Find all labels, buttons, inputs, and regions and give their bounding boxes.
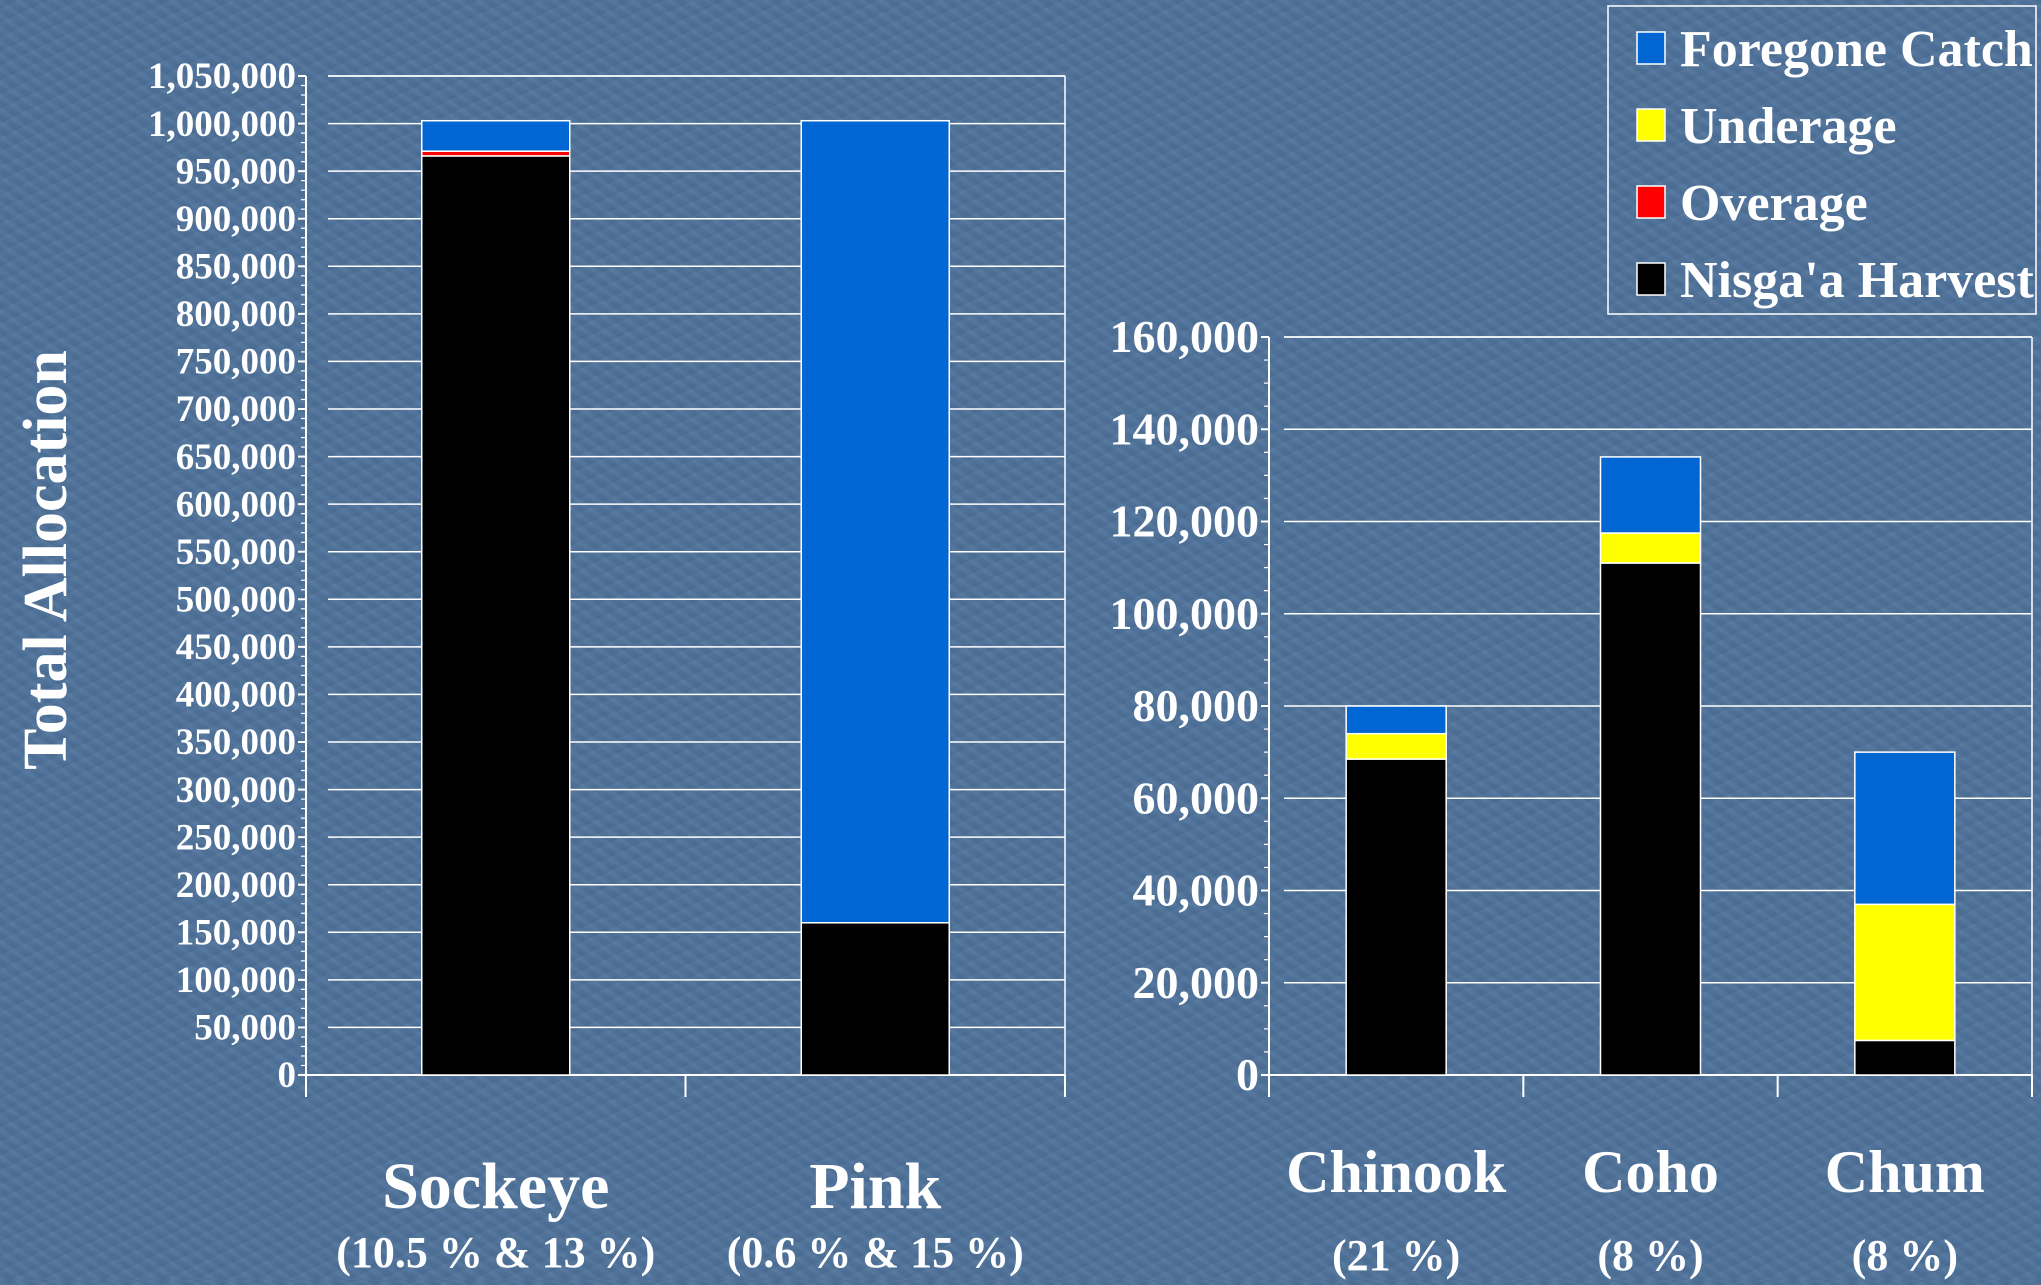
y-axis-label: Total Allocation bbox=[12, 350, 80, 770]
y-tick-label: 400,000 bbox=[176, 675, 296, 716]
category-label-chum: Chum bbox=[1825, 1139, 1985, 1205]
y-tick-label: 160,000 bbox=[1110, 311, 1260, 362]
y-tick-label: 900,000 bbox=[176, 199, 296, 240]
y-tick-label: 1,050,000 bbox=[148, 56, 296, 97]
bar-chinook-foregone-catch bbox=[1345, 705, 1447, 735]
y-tick-label: 250,000 bbox=[176, 817, 296, 858]
bar-sockeye-foregone-catch bbox=[421, 119, 571, 152]
y-tick-label: 350,000 bbox=[176, 722, 296, 763]
y-tick-label: 0 bbox=[278, 1055, 297, 1096]
legend-swatch-foregone-catch bbox=[1636, 31, 1666, 65]
bar-chum-underage bbox=[1854, 903, 1956, 1042]
chart-1: 0 50,000 100,000 150,000 200,000 250,000 300,0… bbox=[148, 56, 1066, 1277]
bar-coho-underage bbox=[1599, 532, 1702, 564]
category-label-coho: Coho bbox=[1582, 1139, 1719, 1205]
y-tick-label: 100,000 bbox=[176, 960, 296, 1001]
category-label-pink: Pink bbox=[809, 1150, 941, 1223]
bar-coho-nisga-a-harvest bbox=[1599, 562, 1702, 1076]
bar-chum-nisga-a-harvest bbox=[1854, 1039, 1956, 1076]
legend: Foregone Catch Underage Overage Nisga'a Har… bbox=[1607, 5, 2037, 315]
bar-chinook-nisga-a-harvest bbox=[1345, 758, 1447, 1076]
y-tick-label: 50,000 bbox=[194, 1008, 296, 1049]
category-note-coho: (8 %) bbox=[1597, 1231, 1703, 1280]
y-tick-label: 850,000 bbox=[176, 246, 296, 287]
y-tick-label: 20,000 bbox=[1133, 957, 1260, 1008]
y-tick-label: 1,000,000 bbox=[148, 104, 296, 145]
category-label-sockeye: Sockeye bbox=[382, 1150, 609, 1223]
bar-coho-foregone-catch bbox=[1599, 456, 1702, 534]
y-tick-label: 800,000 bbox=[176, 294, 296, 335]
bar-chinook-underage bbox=[1345, 732, 1447, 760]
y-tick-label: 40,000 bbox=[1133, 865, 1260, 916]
y-tick-label: 700,000 bbox=[176, 389, 296, 430]
bar-chum-foregone-catch bbox=[1854, 751, 1956, 906]
y-tick-label: 140,000 bbox=[1110, 403, 1260, 454]
y-tick-label: 650,000 bbox=[176, 437, 296, 478]
y-tick-label: 100,000 bbox=[1110, 588, 1260, 639]
category-note-sockeye: (10.5 % & 13 %) bbox=[336, 1228, 655, 1277]
legend-swatch-underage bbox=[1636, 108, 1666, 142]
legend-box bbox=[1607, 5, 2037, 315]
bar-sockeye-nisga-a-harvest bbox=[421, 155, 571, 1076]
y-tick-label: 120,000 bbox=[1110, 496, 1260, 547]
legend-swatch-nisga-a-harvest bbox=[1636, 262, 1666, 296]
legend-label-foregone-catch: Foregone Catch bbox=[1680, 21, 2033, 78]
y-tick-label: 200,000 bbox=[176, 865, 296, 906]
category-note-pink: (0.6 % & 15 %) bbox=[727, 1228, 1024, 1277]
y-tick-label: 150,000 bbox=[176, 912, 296, 953]
legend-label-overage: Overage bbox=[1680, 175, 1868, 232]
chart-2: 0 20,000 40,000 60,000 80,000 100,000 120,000 1… bbox=[1110, 311, 2033, 1280]
category-label-chinook: Chinook bbox=[1286, 1139, 1507, 1205]
y-tick-label: 750,000 bbox=[176, 342, 296, 383]
y-tick-label: 80,000 bbox=[1133, 680, 1260, 731]
y-tick-label: 450,000 bbox=[176, 627, 296, 668]
legend-swatch-overage bbox=[1636, 185, 1666, 219]
y-tick-label: 600,000 bbox=[176, 484, 296, 525]
y-tick-label: 0 bbox=[1236, 1049, 1259, 1100]
category-note-chum: (8 %) bbox=[1852, 1231, 1958, 1280]
bar-pink-nisga-a-harvest bbox=[800, 922, 950, 1076]
y-tick-label: 550,000 bbox=[176, 532, 296, 573]
bar-pink-foregone-catch bbox=[800, 119, 950, 924]
y-tick-label: 500,000 bbox=[176, 579, 296, 620]
y-tick-label: 950,000 bbox=[176, 151, 296, 192]
y-tick-label: 300,000 bbox=[176, 770, 296, 811]
y-tick-label: 60,000 bbox=[1133, 772, 1260, 823]
legend-label-nisga-a-harvest: Nisga'a Harvest bbox=[1680, 252, 2035, 309]
category-note-chinook: (21 %) bbox=[1332, 1231, 1460, 1280]
legend-label-underage: Underage bbox=[1680, 98, 1897, 155]
